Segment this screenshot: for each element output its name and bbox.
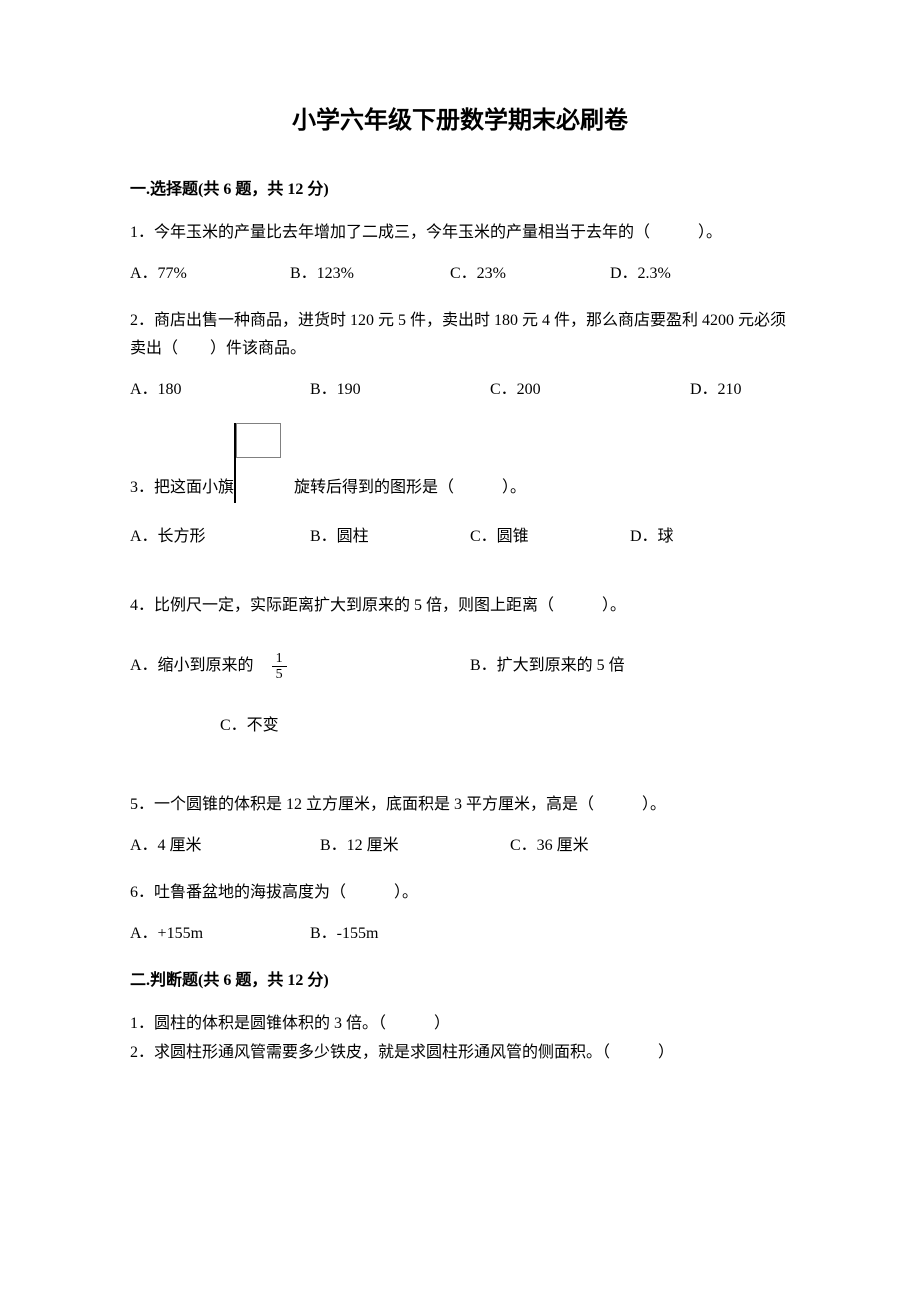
- q3-option-c: C．圆锥: [470, 523, 630, 552]
- q3-text-row: 3．把这面小旗 旋转后得到的图形是（ ）。: [130, 423, 790, 503]
- question-5: 5．一个圆锥的体积是 12 立方厘米，底面积是 3 平方厘米，高是（ ）。 A．…: [130, 791, 790, 861]
- q2-option-a: A．180: [130, 376, 310, 405]
- q6-option-a: A．+155m: [130, 920, 310, 949]
- q6-options: A．+155m B．-155m: [130, 920, 790, 949]
- document-title: 小学六年级下册数学期末必刷卷: [130, 100, 790, 135]
- q3-options: A．长方形 B．圆柱 C．圆锥 D．球: [130, 523, 790, 552]
- q4-option-b: B．扩大到原来的 5 倍: [470, 652, 770, 681]
- q1-option-d: D．2.3%: [610, 260, 770, 289]
- q2-option-d: D．210: [690, 376, 810, 405]
- q4-text: 4．比例尺一定，实际距离扩大到原来的 5 倍，则图上距离（ ）。: [130, 592, 790, 621]
- q1-option-a: A．77%: [130, 260, 290, 289]
- q2-option-c: C．200: [490, 376, 690, 405]
- q5-option-b: B．12 厘米: [320, 832, 510, 861]
- q1-option-b: B．123%: [290, 260, 450, 289]
- q6-option-b: B．-155m: [310, 920, 490, 949]
- q2-option-b: B．190: [310, 376, 490, 405]
- q2-options: A．180 B．190 C．200 D．210: [130, 376, 790, 405]
- question-4: 4．比例尺一定，实际距离扩大到原来的 5 倍，则图上距离（ ）。 A．缩小到原来…: [130, 592, 790, 741]
- fraction-one-fifth: 1 5: [272, 651, 287, 683]
- q1-option-c: C．23%: [450, 260, 610, 289]
- q5-text: 5．一个圆锥的体积是 12 立方厘米，底面积是 3 平方厘米，高是（ ）。: [130, 791, 790, 820]
- section1-header: 一.选择题(共 6 题，共 12 分): [130, 175, 790, 199]
- fraction-numerator: 1: [272, 651, 287, 667]
- q6-text: 6．吐鲁番盆地的海拔高度为（ ）。: [130, 879, 790, 908]
- q5-options: A．4 厘米 B．12 厘米 C．36 厘米: [130, 832, 790, 861]
- flag-icon: [234, 423, 294, 503]
- q3-suffix: 旋转后得到的图形是（ ）。: [294, 474, 526, 503]
- fraction-denominator: 5: [272, 667, 287, 682]
- flag-rect: [236, 423, 281, 458]
- judgment-q1: 1．圆柱的体积是圆锥体积的 3 倍。（ ）: [130, 1010, 790, 1039]
- question-3: 3．把这面小旗 旋转后得到的图形是（ ）。 A．长方形 B．圆柱 C．圆锥 D．…: [130, 423, 790, 552]
- q2-text: 2．商店出售一种商品，进货时 120 元 5 件，卖出时 180 元 4 件，那…: [130, 307, 790, 365]
- q3-option-a: A．长方形: [130, 523, 310, 552]
- question-6: 6．吐鲁番盆地的海拔高度为（ ）。 A．+155m B．-155m: [130, 879, 790, 949]
- q3-option-b: B．圆柱: [310, 523, 470, 552]
- q5-option-c: C．36 厘米: [510, 832, 670, 861]
- q3-prefix: 3．把这面小旗: [130, 474, 234, 503]
- q1-options: A．77% B．123% C．23% D．2.3%: [130, 260, 790, 289]
- question-2: 2．商店出售一种商品，进货时 120 元 5 件，卖出时 180 元 4 件，那…: [130, 307, 790, 405]
- section2-header: 二.判断题(共 6 题，共 12 分): [130, 966, 790, 990]
- judgment-q2: 2．求圆柱形通风管需要多少铁皮，就是求圆柱形通风管的侧面积。（ ）: [130, 1039, 790, 1068]
- q4-options-row1: A．缩小到原来的 1 5 B．扩大到原来的 5 倍: [130, 651, 790, 683]
- q1-text: 1．今年玉米的产量比去年增加了二成三，今年玉米的产量相当于去年的（ ）。: [130, 219, 790, 248]
- q4-option-c: C．不变: [220, 712, 790, 741]
- q3-option-d: D．球: [630, 523, 750, 552]
- question-1: 1．今年玉米的产量比去年增加了二成三，今年玉米的产量相当于去年的（ ）。 A．7…: [130, 219, 790, 289]
- q5-option-a: A．4 厘米: [130, 832, 320, 861]
- q4-option-a: A．缩小到原来的 1 5: [130, 651, 470, 683]
- q4-optA-prefix: A．缩小到原来的: [130, 652, 254, 681]
